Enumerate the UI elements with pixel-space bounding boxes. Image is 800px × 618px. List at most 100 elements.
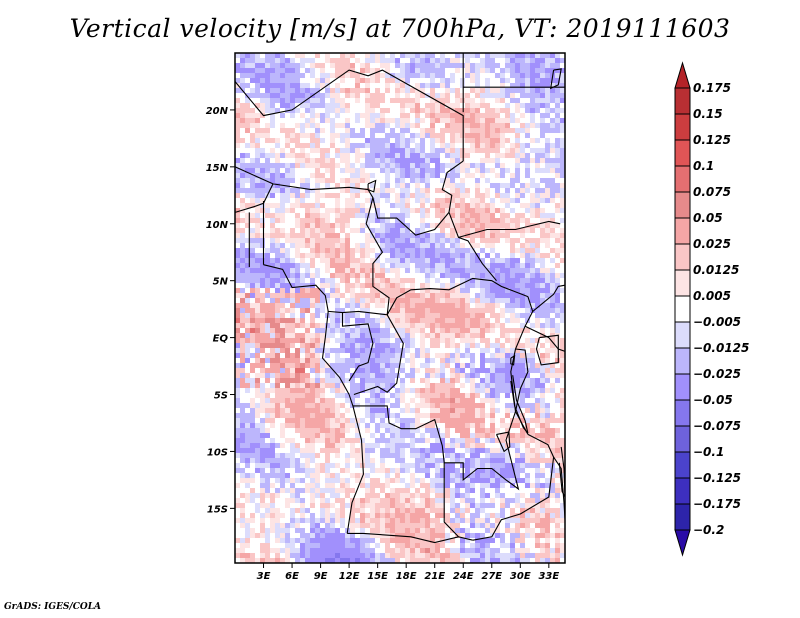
- field-cell: [270, 373, 275, 378]
- field-cell: [515, 518, 520, 523]
- field-cell: [345, 263, 350, 268]
- field-cell: [445, 498, 450, 503]
- field-cell: [540, 313, 545, 318]
- field-cell: [265, 58, 270, 63]
- field-cell: [515, 78, 520, 83]
- field-cell: [505, 333, 510, 338]
- field-cell: [235, 503, 240, 508]
- field-cell: [260, 323, 265, 328]
- field-cell: [390, 248, 395, 253]
- field-cell: [445, 358, 450, 363]
- field-cell: [535, 413, 540, 418]
- field-cell: [330, 478, 335, 483]
- field-cell: [330, 488, 335, 493]
- field-cell: [435, 308, 440, 313]
- field-cell: [385, 228, 390, 233]
- field-cell: [545, 523, 550, 528]
- field-cell: [335, 233, 340, 238]
- field-cell: [420, 73, 425, 78]
- field-cell: [285, 88, 290, 93]
- field-cell: [305, 533, 310, 538]
- field-cell: [320, 358, 325, 363]
- field-cell: [325, 423, 330, 428]
- field-cell: [520, 303, 525, 308]
- field-cell: [275, 318, 280, 323]
- field-cell: [470, 478, 475, 483]
- field-cell: [460, 453, 465, 458]
- field-cell: [530, 148, 535, 153]
- field-cell: [380, 333, 385, 338]
- field-cell: [260, 283, 265, 288]
- field-cell: [315, 143, 320, 148]
- field-cell: [320, 193, 325, 198]
- field-cell: [420, 388, 425, 393]
- field-cell: [250, 183, 255, 188]
- field-cell: [470, 503, 475, 508]
- field-cell: [380, 328, 385, 333]
- field-cell: [485, 513, 490, 518]
- field-cell: [395, 313, 400, 318]
- field-cell: [425, 163, 430, 168]
- field-cell: [440, 298, 445, 303]
- field-cell: [465, 98, 470, 103]
- field-cell: [240, 403, 245, 408]
- field-cell: [540, 443, 545, 448]
- field-cell: [465, 333, 470, 338]
- field-cell: [290, 148, 295, 153]
- field-cell: [335, 368, 340, 373]
- field-cell: [360, 288, 365, 293]
- field-cell: [320, 413, 325, 418]
- field-cell: [370, 468, 375, 473]
- field-cell: [350, 473, 355, 478]
- field-cell: [535, 183, 540, 188]
- field-cell: [520, 478, 525, 483]
- field-cell: [305, 293, 310, 298]
- field-cell: [260, 278, 265, 283]
- field-cell: [315, 188, 320, 193]
- field-cell: [455, 528, 460, 533]
- field-cell: [320, 418, 325, 423]
- field-cell: [495, 228, 500, 233]
- field-cell: [355, 178, 360, 183]
- field-cell: [255, 78, 260, 83]
- field-cell: [385, 523, 390, 528]
- field-cell: [555, 123, 560, 128]
- field-cell: [380, 483, 385, 488]
- field-cell: [470, 423, 475, 428]
- field-cell: [330, 248, 335, 253]
- field-cell: [260, 148, 265, 153]
- field-cell: [280, 413, 285, 418]
- field-cell: [540, 343, 545, 348]
- field-cell: [290, 318, 295, 323]
- field-cell: [355, 293, 360, 298]
- field-cell: [535, 378, 540, 383]
- field-cell: [405, 88, 410, 93]
- field-cell: [535, 193, 540, 198]
- field-cell: [525, 183, 530, 188]
- field-cell: [550, 338, 555, 343]
- field-cell: [340, 483, 345, 488]
- field-cell: [550, 158, 555, 163]
- field-cell: [510, 253, 515, 258]
- field-cell: [450, 378, 455, 383]
- field-cell: [495, 353, 500, 358]
- field-cell: [285, 193, 290, 198]
- field-cell: [330, 223, 335, 228]
- field-cell: [355, 478, 360, 483]
- field-cell: [235, 98, 240, 103]
- field-cell: [505, 448, 510, 453]
- field-cell: [505, 278, 510, 283]
- field-cell: [250, 203, 255, 208]
- field-cell: [245, 333, 250, 338]
- field-cell: [460, 123, 465, 128]
- field-cell: [340, 478, 345, 483]
- field-cell: [370, 298, 375, 303]
- field-cell: [295, 363, 300, 368]
- field-cell: [255, 348, 260, 353]
- field-cell: [465, 188, 470, 193]
- field-cell: [485, 253, 490, 258]
- field-cell: [400, 168, 405, 173]
- field-cell: [400, 263, 405, 268]
- field-cell: [480, 303, 485, 308]
- field-cell: [260, 73, 265, 78]
